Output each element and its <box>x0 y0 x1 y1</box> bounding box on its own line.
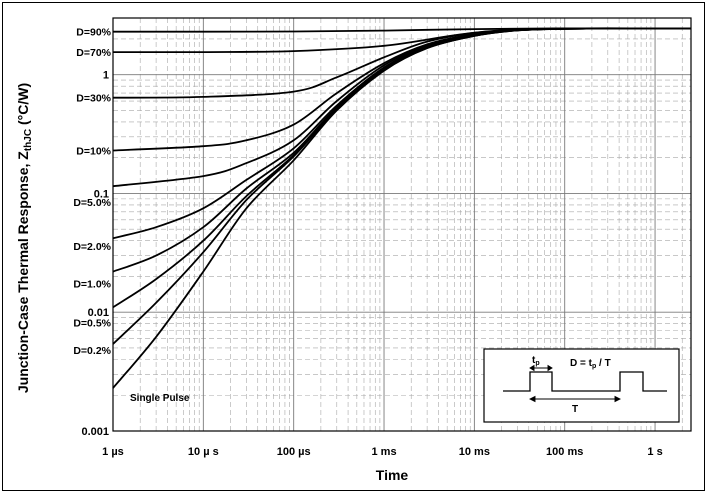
curve-label: D=5.0% <box>73 197 111 209</box>
y-tick-labels: 0.001 0.01 0.1 1 <box>81 70 109 438</box>
y-tick-label: 0.1 <box>94 188 109 200</box>
inset-box <box>483 348 680 423</box>
series-line-d-0-5 <box>112 27 692 309</box>
y-axis-label: Junction-Case Thermal Response, ZthJC (°… <box>15 83 34 393</box>
x-tick-label: 1 ms <box>371 446 396 458</box>
series-line-d-1-0 <box>112 27 692 273</box>
tp-arrow <box>529 364 553 372</box>
x-tick-labels: 1 µs 10 µ s 100 µs 1 ms 10 ms 100 ms 1 s <box>102 446 663 458</box>
x-tick-label: 100 µs <box>277 446 311 458</box>
x-tick-label: 10 µ s <box>188 446 219 458</box>
x-tick-label: 1 s <box>647 446 662 458</box>
curve-labels: D=90% D=70% D=30% D=10% D=5.0% D=2.0% D=1.0% D=… <box>73 27 111 357</box>
single-pulse-label: Single Pulse <box>130 393 190 404</box>
inset-period-label: T <box>572 404 578 415</box>
period-arrow <box>528 395 622 403</box>
x-axis-label: Time <box>376 467 409 483</box>
curve-label: D=1.0% <box>73 278 111 290</box>
series-line-single-pulse <box>112 27 692 389</box>
curve-label: D=30% <box>76 93 111 105</box>
x-tick-label: 1 µs <box>102 446 124 458</box>
curve-label: D=90% <box>76 27 111 39</box>
inset-formula: D = tp / T <box>570 358 611 370</box>
series-line-d-0-2 <box>112 27 692 345</box>
curve-label: D=0.5% <box>73 317 111 329</box>
curve-label: D=2.0% <box>73 241 111 253</box>
y-tick-label: 0.01 <box>88 307 109 319</box>
y-tick-label: 0.001 <box>81 426 109 438</box>
plot-area <box>112 17 692 432</box>
y-tick-label: 1 <box>103 70 109 82</box>
curve-label: D=10% <box>76 145 111 157</box>
x-tick-label: 100 ms <box>546 446 583 458</box>
curve-label: D=70% <box>76 47 111 59</box>
inset-tp-label: tp <box>532 355 540 367</box>
duty-cycle-inset: D = tp / T tp T <box>483 348 680 423</box>
pulse-waveform <box>503 371 667 392</box>
x-tick-label: 10 ms <box>459 446 490 458</box>
series-layer <box>112 27 692 389</box>
curve-label: D=0.2% <box>73 345 111 357</box>
series-line-d-10 <box>112 27 692 152</box>
